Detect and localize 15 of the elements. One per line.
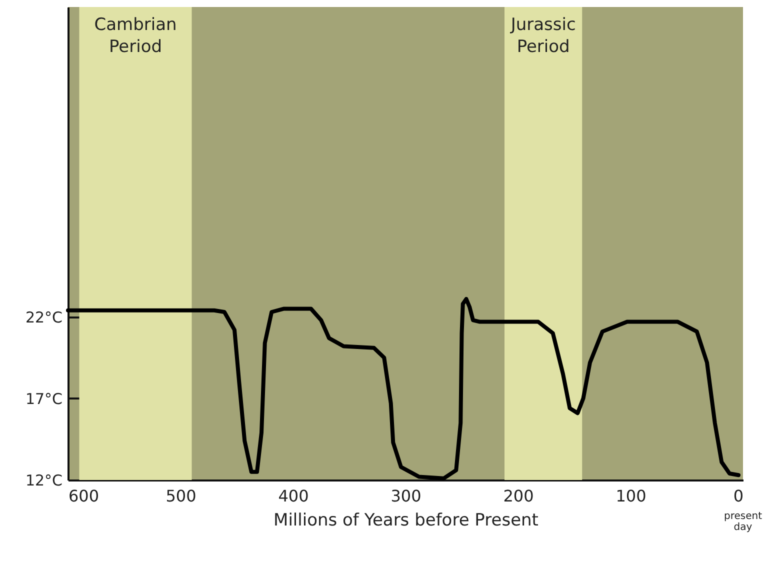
- x-tick-label: 200: [503, 486, 534, 506]
- band-label: Jurassic Period: [510, 15, 576, 57]
- x-tick-label: 500: [166, 486, 196, 506]
- band-label: Cambrian Period: [94, 15, 177, 57]
- x-tick-label: 600: [68, 486, 100, 506]
- x-tick-label: 100: [616, 486, 646, 506]
- line-series: [66, 296, 740, 480]
- y-tick-label: 12°C: [25, 472, 62, 490]
- x-tick-label: 0: [733, 486, 744, 506]
- x-axis-title: Millions of Years before Present: [274, 510, 539, 530]
- y-tick-label: 17°C: [25, 390, 62, 408]
- x-tick-label: 400: [278, 486, 309, 506]
- x-tick-label: 300: [390, 486, 422, 506]
- text: present day: [724, 511, 762, 533]
- y-tick-label: 22°C: [25, 308, 62, 326]
